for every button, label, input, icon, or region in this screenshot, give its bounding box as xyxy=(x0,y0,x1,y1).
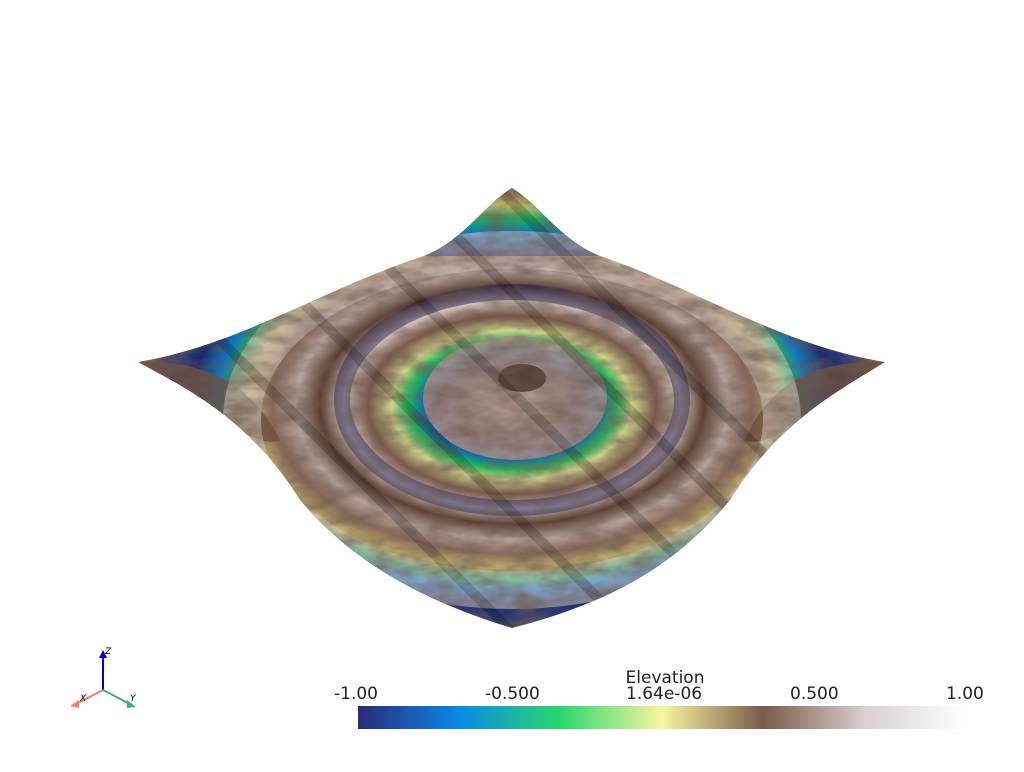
orientation-axes-widget[interactable]: Z X Y xyxy=(60,640,150,720)
y-axis-line xyxy=(102,689,131,705)
colorbar-tick-label: 1.64e-06 xyxy=(626,684,703,704)
y-axis-arrowhead xyxy=(127,700,136,708)
z-axis-label: Z xyxy=(104,647,112,657)
z-axis-arrowhead xyxy=(99,650,107,658)
colorbar-tick-label: 1.00 xyxy=(946,684,984,704)
y-axis-label: Y xyxy=(130,694,137,704)
colorbar-title: Elevation xyxy=(625,668,705,688)
colorbar-tick-label: -0.500 xyxy=(485,684,540,704)
x-axis-arrowhead xyxy=(70,700,79,708)
elevation-surface xyxy=(138,188,885,628)
colorbar-tick-label: -1.00 xyxy=(334,684,378,704)
colorbar-tick-label: 0.500 xyxy=(790,684,839,704)
x-axis-line xyxy=(75,689,104,705)
colorbar xyxy=(358,706,966,729)
x-axis-label: X xyxy=(79,694,87,704)
